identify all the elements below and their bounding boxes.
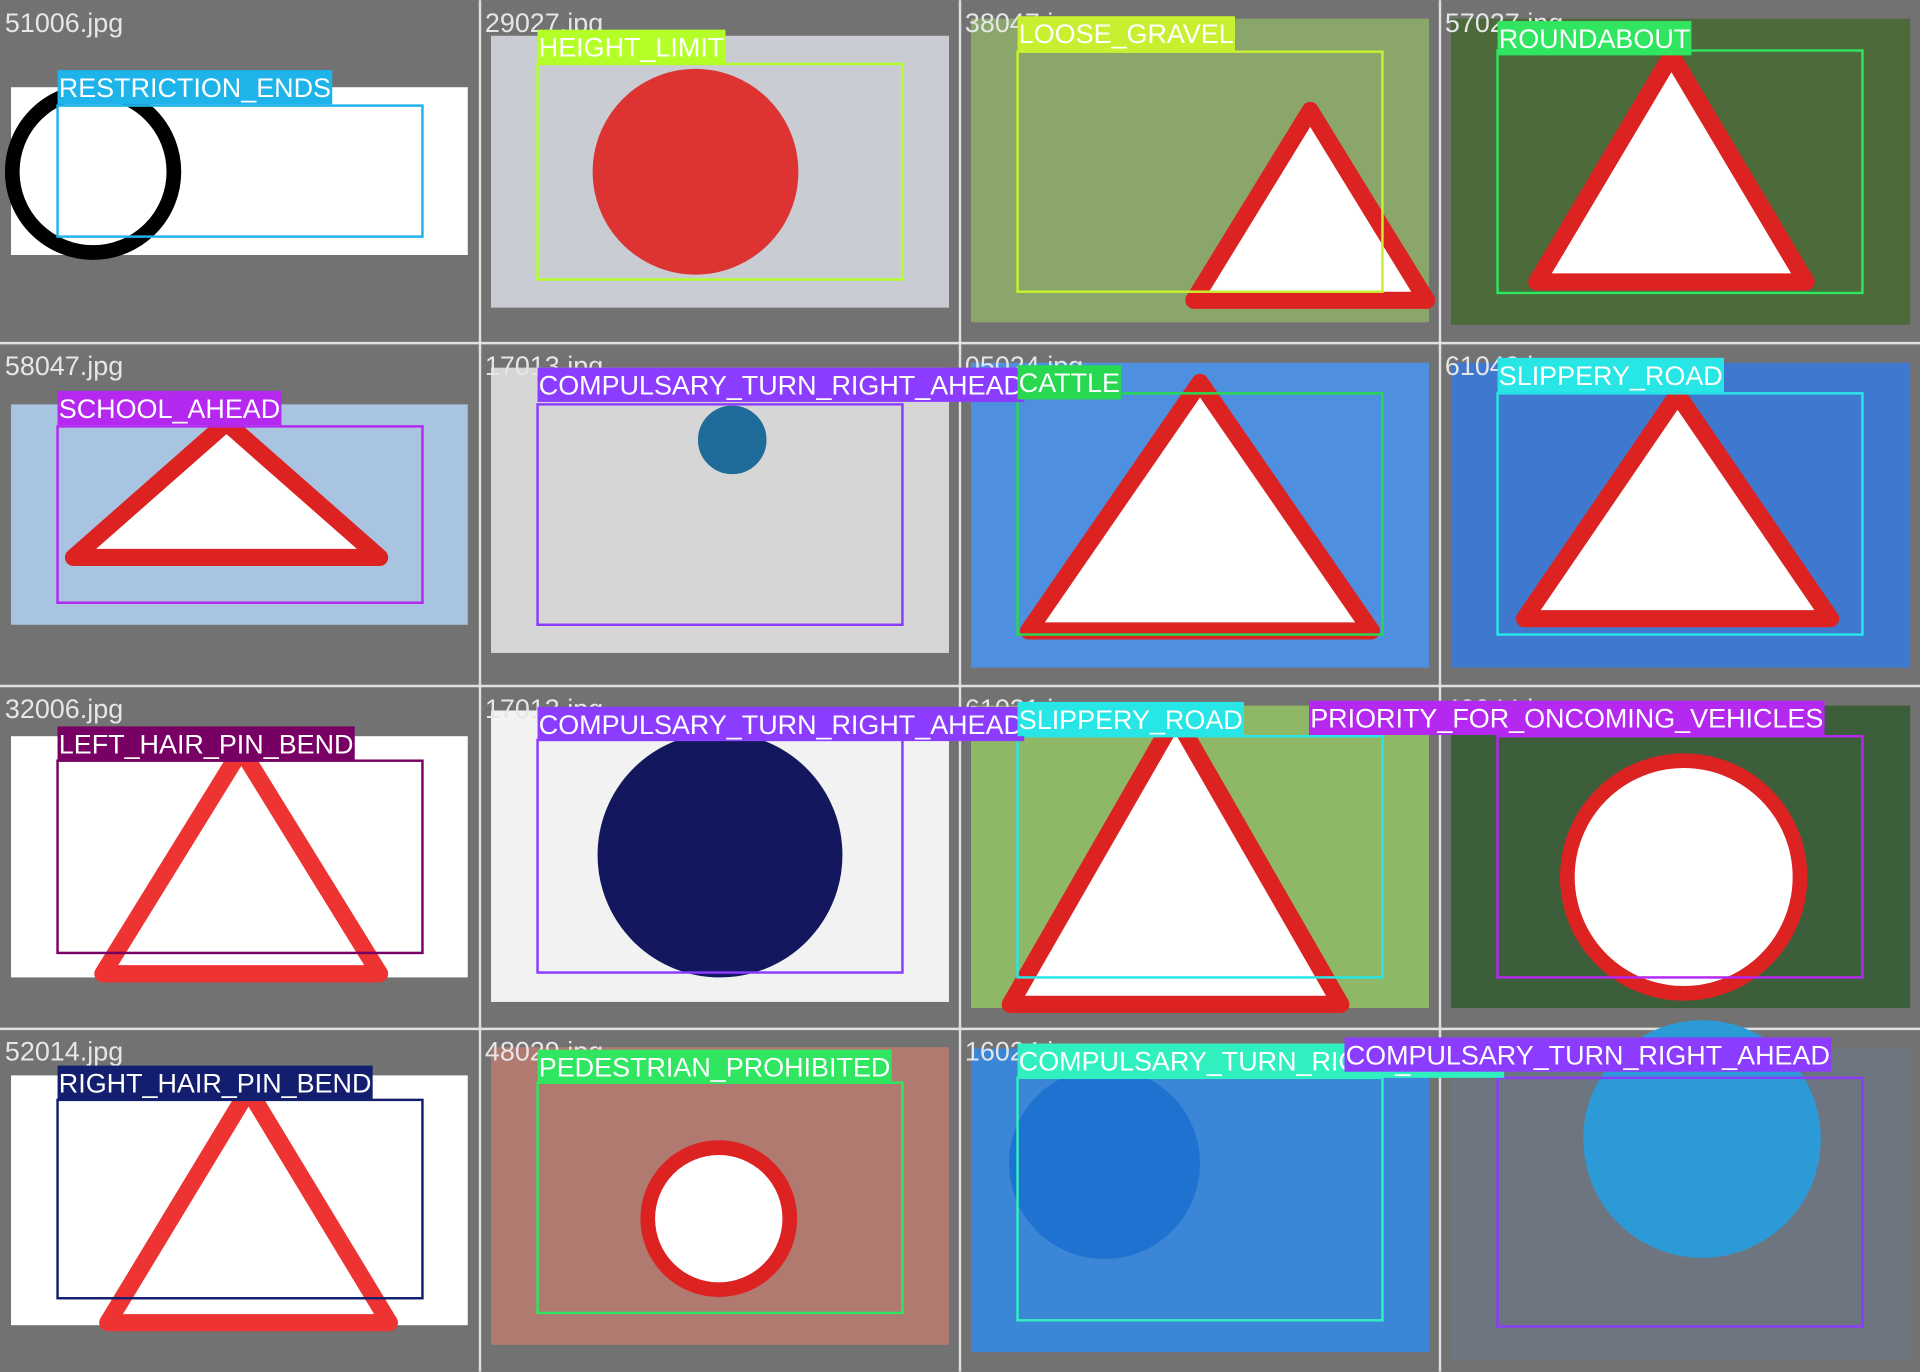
sign bbox=[4, 83, 182, 260]
label-bg bbox=[1308, 700, 1825, 735]
label-bg bbox=[1017, 16, 1235, 51]
label-bg bbox=[1497, 21, 1692, 56]
label: LEFT_HAIR_PIN_BEND bbox=[57, 726, 355, 761]
filename: 52014.jpg bbox=[5, 1037, 123, 1067]
label-text: RIGHT_HAIR_PIN_BEND bbox=[59, 1069, 372, 1099]
label-bg bbox=[1017, 365, 1122, 400]
label-text: COMPULSARY_TURN_RIGHT_AHEAD bbox=[539, 710, 1023, 740]
label-text: RESTRICTION_ENDS bbox=[59, 73, 331, 103]
label: RESTRICTION_ENDS bbox=[57, 70, 333, 105]
sign bbox=[1560, 753, 1808, 1001]
sign bbox=[64, 414, 389, 567]
label-bg bbox=[57, 1065, 373, 1100]
label-text: PEDESTRIAN_PROHIBITED bbox=[539, 1053, 891, 1083]
label: SCHOOL_AHEAD bbox=[57, 390, 282, 426]
filename: 51006.jpg bbox=[5, 8, 123, 38]
label: LOOSE_GRAVEL bbox=[1017, 16, 1235, 51]
label: CATTLE bbox=[1017, 365, 1122, 400]
label: ROUNDABOUT bbox=[1497, 21, 1692, 56]
bounding-box bbox=[1496, 734, 1864, 979]
bounding-box bbox=[1016, 50, 1384, 293]
label-bg bbox=[57, 726, 355, 761]
sign bbox=[1185, 101, 1436, 309]
sign bbox=[597, 732, 843, 978]
bounding-box bbox=[1016, 392, 1384, 636]
label: SLIPPERY_ROAD bbox=[1017, 701, 1244, 737]
label: RIGHT_HAIR_PIN_BEND bbox=[57, 1065, 373, 1100]
label: COMPULSARY_TURN_RIGHT_AHEAD bbox=[1344, 1037, 1832, 1072]
label-text: LEFT_HAIR_PIN_BEND bbox=[59, 729, 354, 759]
label-bg bbox=[57, 390, 282, 426]
label-bg bbox=[537, 706, 1025, 742]
label-text: CATTLE bbox=[1019, 368, 1120, 398]
sign bbox=[1528, 46, 1815, 291]
bounding-box bbox=[56, 104, 424, 238]
sign bbox=[94, 741, 389, 983]
sign bbox=[592, 68, 799, 275]
label-bg bbox=[1497, 357, 1724, 393]
label-bg bbox=[537, 1049, 892, 1084]
label-text: HEIGHT_LIMIT bbox=[539, 33, 724, 63]
sign bbox=[1020, 373, 1381, 640]
label: SLIPPERY_ROAD bbox=[1497, 357, 1724, 393]
label-bg bbox=[537, 367, 1025, 402]
label: HEIGHT_LIMIT bbox=[537, 29, 726, 64]
label: PEDESTRIAN_PROHIBITED bbox=[537, 1049, 892, 1084]
filename: 32006.jpg bbox=[5, 694, 123, 724]
bounding-box bbox=[536, 403, 904, 627]
sign bbox=[697, 405, 767, 475]
sign bbox=[1515, 386, 1840, 628]
sign bbox=[99, 1081, 398, 1332]
sign bbox=[1008, 1068, 1200, 1260]
bounding-box bbox=[1496, 1076, 1864, 1328]
sign bbox=[1583, 1020, 1821, 1258]
label-text: COMPULSARY_TURN_RIGHT_AHEAD bbox=[1346, 1040, 1830, 1070]
sign bbox=[1001, 708, 1350, 1013]
label-text: ROUNDABOUT bbox=[1499, 24, 1690, 54]
label: COMPULSARY_TURN_RIGHT_AHEAD bbox=[537, 367, 1025, 402]
sign bbox=[640, 1140, 798, 1298]
label-text: LOOSE_GRAVEL bbox=[1019, 19, 1234, 49]
filename: 58047.jpg bbox=[5, 351, 123, 381]
bounding-box bbox=[1016, 1076, 1384, 1322]
label: PRIORITY_FOR_ONCOMING_VEHICLES bbox=[1308, 700, 1825, 735]
label-bg bbox=[1017, 701, 1244, 737]
label-text: SCHOOL_AHEAD bbox=[59, 394, 280, 424]
label-text: PRIORITY_FOR_ONCOMING_VEHICLES bbox=[1310, 704, 1823, 734]
label-bg bbox=[57, 70, 333, 105]
label-text: COMPULSARY_TURN_RIGHT_AHEAD bbox=[539, 371, 1023, 401]
label-bg bbox=[1344, 1037, 1832, 1072]
bounding-box bbox=[1496, 392, 1864, 636]
label-text: SLIPPERY_ROAD bbox=[1499, 361, 1723, 391]
label-bg bbox=[537, 29, 726, 64]
bounding-box bbox=[56, 425, 424, 604]
label-text: SLIPPERY_ROAD bbox=[1019, 705, 1243, 735]
label: COMPULSARY_TURN_RIGHT_AHEAD bbox=[537, 706, 1025, 742]
